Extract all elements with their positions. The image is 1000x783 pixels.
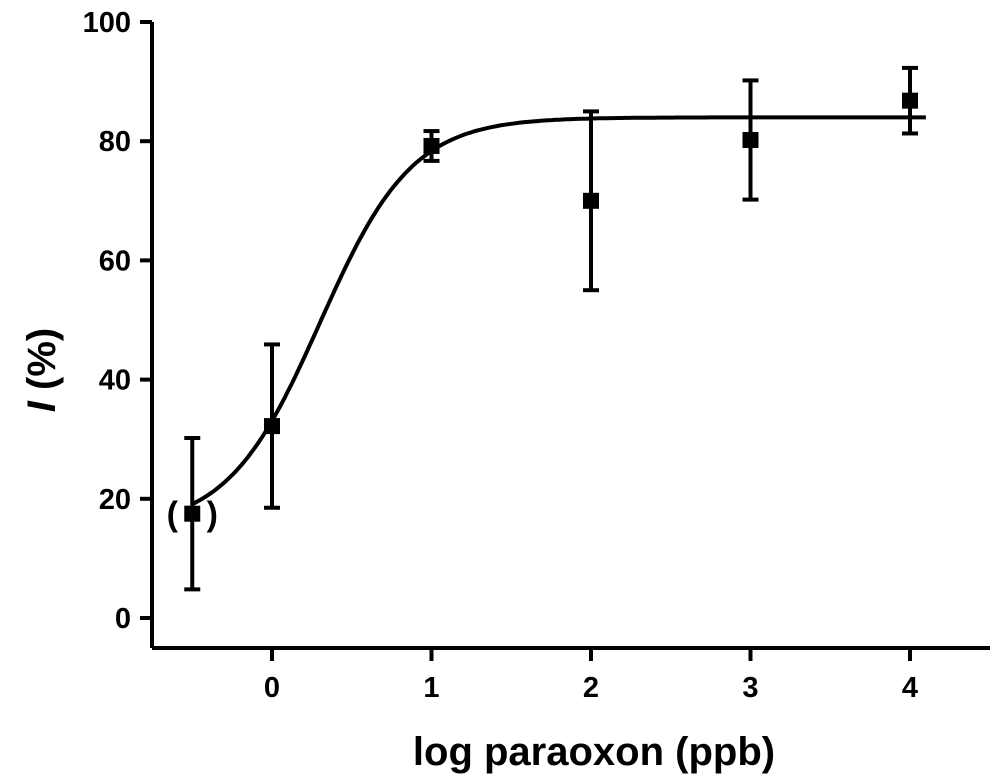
data-point-group xyxy=(583,109,599,293)
x-axis-title: log paraoxon (ppb) xyxy=(413,730,775,774)
y-tick-label: 80 xyxy=(99,126,131,158)
x-tick-label: 0 xyxy=(264,672,280,704)
data-point xyxy=(184,505,201,522)
y-axis-title-symbol: I xyxy=(20,400,64,412)
x-tick-label: 3 xyxy=(742,672,758,704)
y-tick-label: 20 xyxy=(99,484,131,516)
data-point xyxy=(902,92,918,109)
data-point-group xyxy=(264,342,280,510)
annotation-open-paren: ( xyxy=(167,496,179,534)
annotation-close-paren: ) xyxy=(207,496,218,534)
y-tick-label: 0 xyxy=(115,603,131,635)
annotations-layer: () xyxy=(167,496,218,534)
fit-curve xyxy=(191,115,926,506)
y-tick-label: 40 xyxy=(99,365,131,397)
y-tick-label: 100 xyxy=(83,7,131,39)
data-point xyxy=(423,137,440,154)
data-point-group xyxy=(902,65,918,136)
data-point xyxy=(264,418,280,435)
x-tick-label: 1 xyxy=(423,672,439,704)
axes xyxy=(150,22,990,650)
x-tick-label: 4 xyxy=(902,672,918,704)
data-point-group xyxy=(184,436,201,592)
x-tick-label: 2 xyxy=(583,672,599,704)
data-point-group xyxy=(742,78,759,202)
data-point xyxy=(742,132,759,149)
data-point-group xyxy=(423,129,440,163)
y-axis-title-unit: (%) xyxy=(20,328,64,401)
y-tick-label: 60 xyxy=(99,245,131,277)
data-point xyxy=(583,192,599,209)
fit-curve-layer xyxy=(191,115,926,506)
y-axis-title: I (%) xyxy=(20,328,64,412)
data-points-layer xyxy=(184,65,918,592)
y-ticks: 0 20 40 60 80 100 xyxy=(83,7,152,635)
x-ticks: 0 1 2 3 4 xyxy=(264,648,918,704)
